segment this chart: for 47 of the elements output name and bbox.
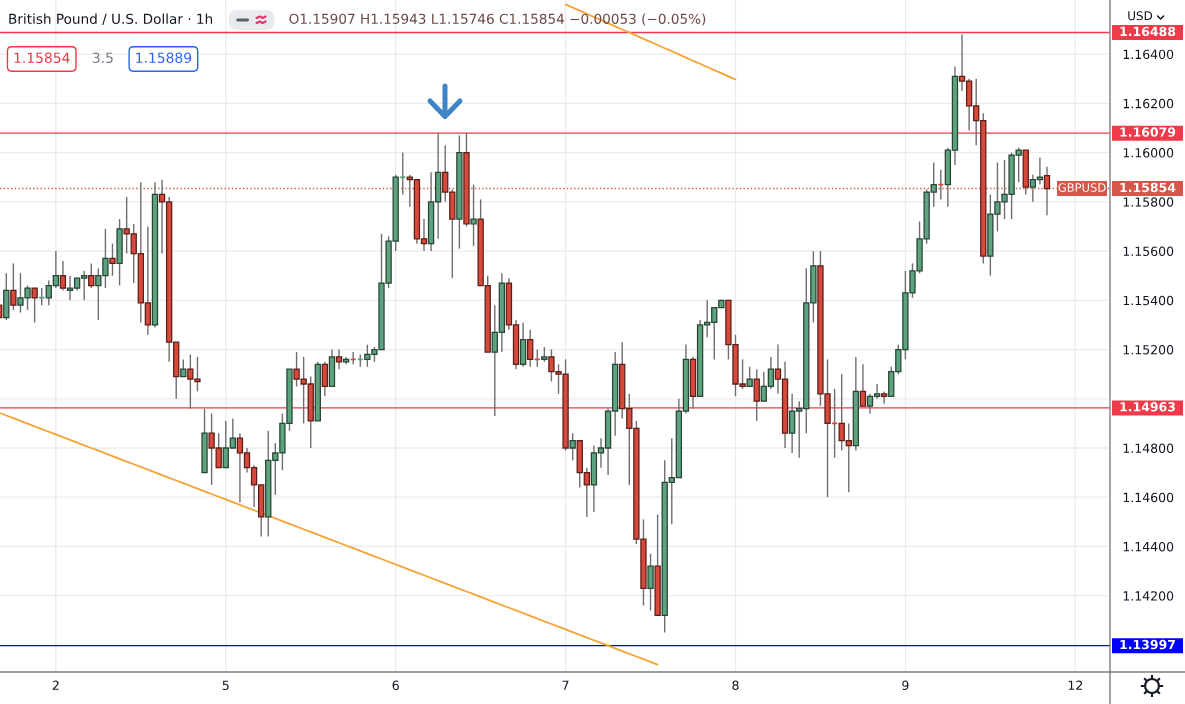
candlestick [527,329,534,368]
candlestick [470,183,477,247]
ref-line-label: 1.16079 [1120,127,1176,137]
candlestick [1043,165,1051,216]
x-tick-label: 12 [1068,680,1083,690]
y-axis-title: USD [1128,11,1153,21]
y-tick-label: 1.14400 [1123,541,1174,552]
annotation: 3.5 [92,52,113,64]
text: British Pound / U.S. Dollar · 1h [9,13,213,26]
candlestick [746,366,753,388]
line-series [564,3,737,81]
y-tick-label: 1.16200 [1123,98,1174,109]
x-tick-label: 9 [902,680,909,691]
y-tick-label: 1.16000 [1123,148,1174,158]
y-tick-label: 1.15600 [1123,246,1174,256]
ref-line-label: 1.15854 [1120,182,1176,193]
ref-line-label: 1.14963 [1120,402,1175,412]
annotation: GBPUSD [1058,183,1106,192]
candlestick [31,287,38,324]
ref-line-label: 1.16488 [1120,26,1176,37]
y-tick-label: 1.16400 [1123,49,1174,60]
candlestick [753,368,760,422]
ref-line-label: 1.13997 [1120,639,1175,650]
y-tick-label: 1.14600 [1123,492,1174,503]
y-tick-label: 1.14200 [1123,591,1174,601]
candlestick [321,361,329,398]
y-tick-label: 1.15400 [1123,295,1174,306]
candlestick [109,242,116,277]
candlestick [647,553,654,612]
candlestick [569,432,576,462]
candlestick [10,262,17,311]
y-tick-label: 1.15200 [1123,345,1174,355]
candlestick [335,348,343,370]
annotation: 1.15854 [14,52,70,64]
x-tick-label: 7 [562,680,569,690]
x-tick-label: 2 [52,680,59,690]
x-tick-label: 8 [732,680,739,691]
x-tick-label: 5 [222,680,229,691]
y-tick-label: 1.14800 [1123,443,1174,453]
candlestick [88,262,95,289]
line-series [0,411,659,666]
x-tick-label: 6 [392,680,399,691]
annotation: 1.15889 [136,52,192,64]
candlestick [859,363,867,407]
y-tick-label: 1.15800 [1123,197,1174,207]
candlestick [59,260,67,292]
candlestick [880,390,888,405]
